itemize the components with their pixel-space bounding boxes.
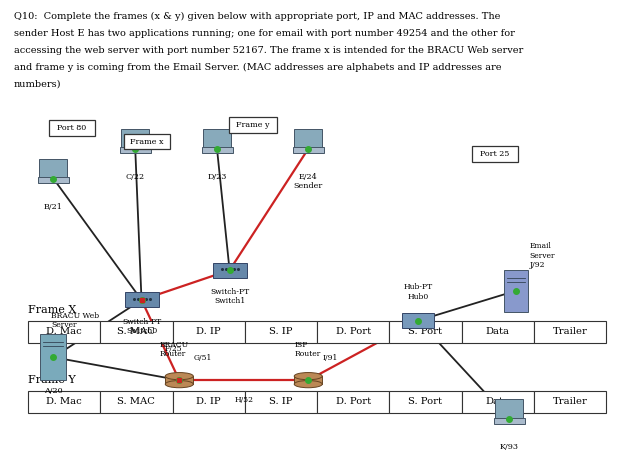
Text: A/20: A/20: [44, 387, 63, 395]
Text: ISP
Router: ISP Router: [294, 341, 320, 358]
Text: Q10:  Complete the frames (x & y) given below with appropriate port, IP and MAC : Q10: Complete the frames (x & y) given b…: [14, 12, 501, 21]
FancyBboxPatch shape: [462, 391, 534, 413]
FancyBboxPatch shape: [120, 147, 151, 153]
Text: BRACU
Router: BRACU Router: [159, 341, 189, 358]
Text: K/93: K/93: [500, 443, 519, 451]
Ellipse shape: [165, 372, 193, 380]
FancyBboxPatch shape: [172, 321, 245, 343]
Text: Switch-PT
Switch1: Switch-PT Switch1: [210, 288, 249, 305]
Text: H/52: H/52: [234, 396, 253, 404]
FancyBboxPatch shape: [125, 293, 159, 307]
Text: D/23: D/23: [208, 173, 226, 181]
Text: Frame y: Frame y: [237, 121, 270, 129]
FancyBboxPatch shape: [213, 263, 247, 278]
FancyBboxPatch shape: [100, 391, 172, 413]
FancyBboxPatch shape: [317, 321, 389, 343]
FancyBboxPatch shape: [38, 177, 69, 183]
Text: accessing the web server with port number 52167. The frame x is intended for the: accessing the web server with port numbe…: [14, 46, 523, 55]
Text: S. MAC: S. MAC: [118, 398, 155, 407]
FancyBboxPatch shape: [389, 391, 462, 413]
Text: BRACU Web
Server: BRACU Web Server: [52, 312, 99, 329]
FancyBboxPatch shape: [245, 321, 317, 343]
Text: Port 25: Port 25: [481, 150, 509, 158]
Text: D. Port: D. Port: [335, 327, 370, 337]
Text: Frame X: Frame X: [28, 305, 76, 315]
FancyBboxPatch shape: [294, 129, 322, 149]
FancyBboxPatch shape: [494, 418, 525, 424]
Text: E/24
Sender: E/24 Sender: [294, 173, 323, 190]
FancyBboxPatch shape: [40, 158, 67, 179]
Text: Switch-PT
Switch0: Switch-PT Switch0: [122, 318, 161, 335]
FancyBboxPatch shape: [245, 391, 317, 413]
FancyBboxPatch shape: [294, 376, 322, 384]
Text: S. IP: S. IP: [269, 327, 292, 337]
FancyBboxPatch shape: [49, 120, 95, 136]
Text: Email
Server
J/92: Email Server J/92: [530, 242, 555, 269]
Text: S. IP: S. IP: [269, 398, 292, 407]
Text: G/51: G/51: [193, 354, 211, 362]
Text: D. IP: D. IP: [196, 327, 221, 337]
FancyBboxPatch shape: [292, 147, 324, 153]
FancyBboxPatch shape: [203, 129, 231, 149]
FancyBboxPatch shape: [124, 134, 170, 149]
Text: Data: Data: [486, 398, 509, 407]
FancyBboxPatch shape: [100, 321, 172, 343]
Text: numbers): numbers): [14, 80, 62, 89]
Text: D. Mac: D. Mac: [47, 327, 82, 337]
Text: C/22: C/22: [126, 173, 145, 181]
FancyBboxPatch shape: [462, 321, 534, 343]
Ellipse shape: [165, 381, 193, 388]
FancyBboxPatch shape: [534, 321, 606, 343]
Text: and frame y is coming from the Email Server. (MAC addresses are alphabets and IP: and frame y is coming from the Email Ser…: [14, 63, 501, 72]
FancyBboxPatch shape: [28, 321, 100, 343]
FancyBboxPatch shape: [40, 334, 67, 380]
Text: Frame x: Frame x: [130, 137, 164, 146]
FancyBboxPatch shape: [534, 391, 606, 413]
FancyBboxPatch shape: [472, 146, 518, 162]
Text: F/25: F/25: [164, 345, 182, 353]
Text: Trailer: Trailer: [552, 327, 587, 337]
FancyBboxPatch shape: [121, 129, 149, 149]
FancyBboxPatch shape: [403, 313, 434, 328]
FancyBboxPatch shape: [28, 391, 100, 413]
FancyBboxPatch shape: [496, 399, 523, 419]
Text: S. Port: S. Port: [408, 327, 442, 337]
Text: D. Mac: D. Mac: [47, 398, 82, 407]
Text: D. IP: D. IP: [196, 398, 221, 407]
Text: sender Host E has two applications running; one for email with port number 49254: sender Host E has two applications runni…: [14, 29, 515, 38]
Text: S. Port: S. Port: [408, 398, 442, 407]
Text: I/91: I/91: [322, 354, 338, 362]
FancyBboxPatch shape: [389, 321, 462, 343]
FancyBboxPatch shape: [504, 270, 528, 312]
Text: Frame Y: Frame Y: [28, 375, 75, 385]
Text: Port 80: Port 80: [57, 124, 87, 132]
Ellipse shape: [294, 381, 322, 388]
FancyBboxPatch shape: [317, 391, 389, 413]
Text: Hub-PT
Hub0: Hub-PT Hub0: [404, 284, 433, 300]
FancyBboxPatch shape: [201, 147, 233, 153]
Text: D. Port: D. Port: [335, 398, 370, 407]
Text: S. MAC: S. MAC: [118, 327, 155, 337]
FancyBboxPatch shape: [229, 117, 277, 133]
Text: Data: Data: [486, 327, 509, 337]
Text: Trailer: Trailer: [552, 398, 587, 407]
Ellipse shape: [294, 372, 322, 380]
Text: B/21: B/21: [44, 202, 63, 211]
FancyBboxPatch shape: [172, 391, 245, 413]
FancyBboxPatch shape: [165, 376, 193, 384]
